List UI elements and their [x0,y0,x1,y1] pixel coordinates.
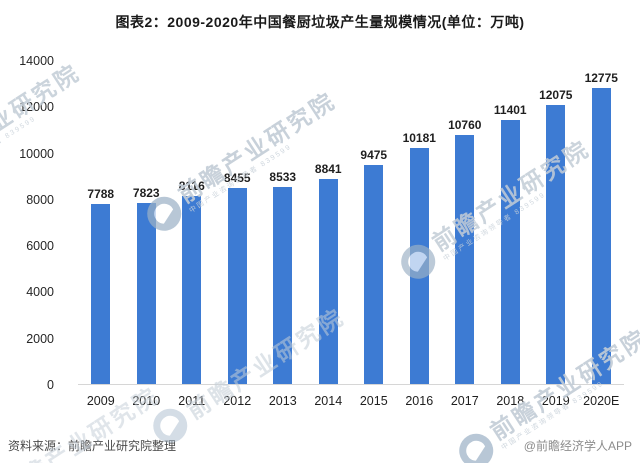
data-label: 11401 [493,103,527,118]
x-axis: 2009 2010 2011 2012 2013 2014 2015 2016 2017 2018… [78,394,624,408]
x-tick-label: 2018 [496,394,525,408]
x-tick-label: 2014 [314,394,343,408]
bar-column: 9475 [351,61,397,384]
bar-column: 8116 [169,61,215,384]
data-label: 8533 [269,169,297,184]
footer: 资料来源：前瞻产业研究院整理 @前瞻经济学人APP [0,437,640,454]
bar [91,203,111,384]
bar [455,135,475,384]
x-tick-label: 2011 [178,394,206,408]
data-label: 8116 [178,179,205,194]
bar-column: 7788 [78,61,124,384]
x-tick-label: 2015 [359,394,388,408]
chart-title: 图表2：2009-2020年中国餐厨垃圾产生量规模情况(单位：万吨) [115,14,525,30]
data-label: 10181 [402,131,436,146]
bar-column: 8533 [260,61,306,384]
x-tick-label: 2010 [132,394,161,408]
y-tick-label: 8000 [26,192,54,207]
plot-area: 7788 7823 8116 8455 8533 8841 9475 10181 10760 11… [78,61,624,385]
bar [273,186,293,384]
bar-column: 8455 [215,61,261,384]
bar-column: 8841 [306,61,352,384]
bar [318,179,338,384]
y-tick-label: 0 [47,378,54,392]
bar-column: 12775 [579,61,625,384]
y-tick-label: 12000 [19,100,54,115]
y-tick-label: 14000 [19,54,54,68]
data-label: 12075 [539,87,573,102]
data-label: 9475 [360,147,388,162]
bar [500,120,520,384]
credit-note: @前瞻经济学人APP [523,439,632,453]
data-label: 7788 [87,186,115,201]
bar [409,148,429,384]
y-axis: 14000 12000 10000 8000 6000 4000 2000 0 [0,54,66,392]
bar [364,164,384,384]
y-tick-label: 4000 [26,285,54,300]
data-label: 7823 [132,186,160,200]
x-tick-label: 2016 [405,394,434,408]
bar-chart: 前瞻产业研究院 中国产业咨询领导者 839599 前瞻产业研究院 中国产业咨询领… [0,44,640,463]
y-tick-label: 10000 [19,146,54,161]
bar [182,196,202,384]
data-label: 8455 [223,171,251,186]
x-tick-label: 2012 [223,394,252,408]
x-tick-label: 2009 [86,394,115,408]
y-tick-label: 6000 [26,239,54,254]
bar [227,188,247,384]
data-label: 12775 [584,71,618,86]
x-tick-label: 2020E [583,394,620,408]
bar-column: 7823 [124,61,170,384]
data-label: 8841 [314,162,342,177]
x-tick-label: 2019 [541,394,570,408]
bar-column: 10181 [397,61,443,384]
bar-column: 12075 [533,61,579,384]
bar [546,104,566,384]
data-label: 10760 [448,118,482,132]
x-tick-label: 2013 [268,394,297,408]
bar-column: 10760 [442,61,488,384]
bar [136,203,156,384]
source-note: 资料来源：前瞻产业研究院整理 [8,439,177,453]
bar [591,88,611,384]
x-tick-label: 2017 [450,394,479,408]
bar-column: 11401 [488,61,534,384]
y-tick-label: 2000 [26,331,54,346]
